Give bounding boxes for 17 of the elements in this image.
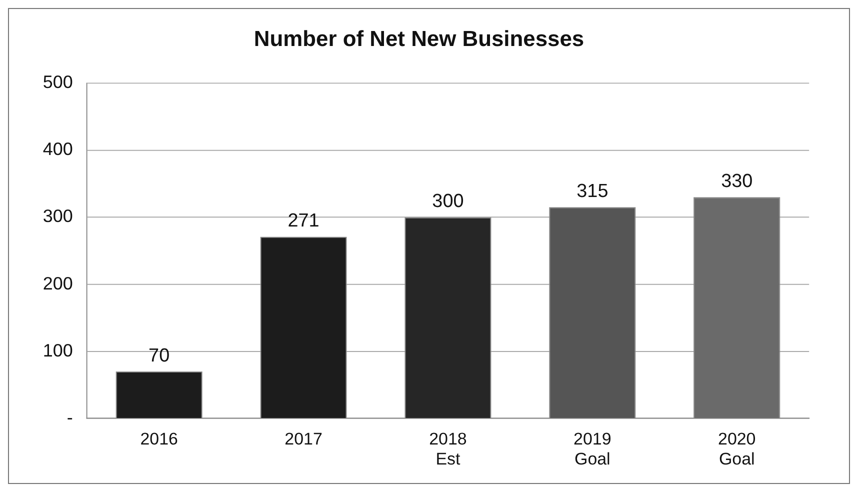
y-tick-label: 500 [42, 72, 73, 92]
y-tick-label: 100 [42, 340, 73, 360]
data-label: 330 [721, 170, 753, 192]
y-tick-label: 400 [42, 139, 73, 160]
x-tick-label: 2020 Goal [718, 429, 756, 469]
chart-title: Number of Net New Businesses [254, 26, 584, 52]
x-tick-label: 2017 [284, 429, 322, 448]
data-label: 300 [432, 191, 464, 212]
y-tick-label: 200 [42, 273, 73, 294]
y-tick-label: 300 [42, 206, 73, 226]
data-label: 315 [576, 180, 608, 202]
x-tick-label: 2016 [140, 429, 178, 448]
data-label: 70 [148, 345, 170, 366]
x-tick-label: 2019 Goal [574, 429, 612, 469]
y-tick-label: - [66, 407, 73, 428]
x-tick-label: 2018 Est [429, 429, 467, 469]
data-label: 271 [288, 210, 320, 232]
